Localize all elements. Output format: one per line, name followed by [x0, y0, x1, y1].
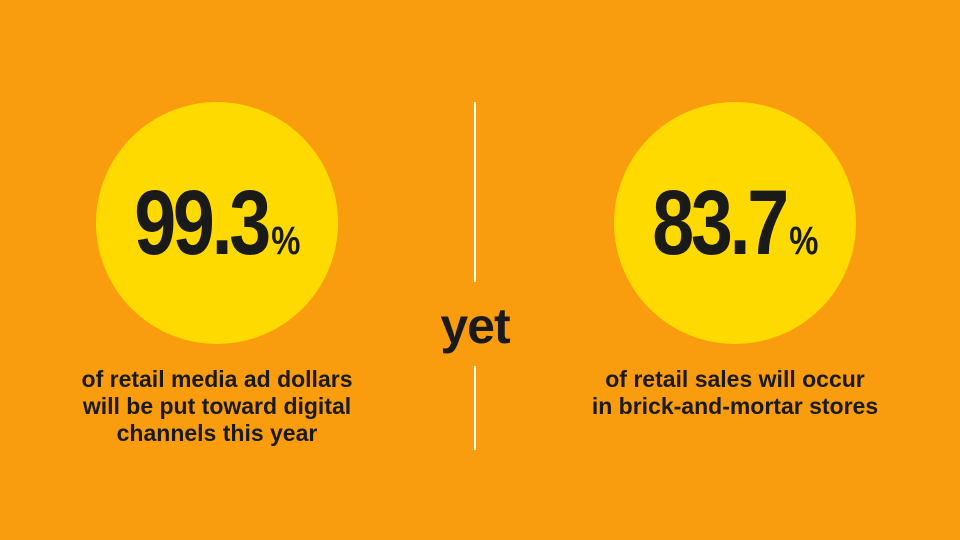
right-caption-line: of retail sales will occur [605, 366, 865, 392]
left-caption-line: will be put toward digital [82, 393, 352, 419]
right-stat-percent: % [788, 219, 819, 263]
divider-top [474, 102, 476, 282]
left-stat-circle: 99.3 % [96, 102, 338, 344]
right-stat-number: 83.7 [651, 172, 789, 274]
divider-bottom [474, 366, 476, 450]
left-stat-percent: % [270, 219, 301, 263]
left-caption-line: channels this year [116, 420, 318, 446]
connector-word: yet [440, 298, 510, 354]
right-stat-value: 83.7 % [652, 177, 818, 269]
right-stat-circle: 83.7 % [614, 102, 856, 344]
left-caption-line: of retail media ad dollars [81, 366, 353, 392]
right-caption-line: in brick-and-mortar stores [591, 393, 879, 419]
left-stat-caption: of retail media ad dollars will be put t… [17, 366, 417, 447]
left-stat-number: 99.3 [133, 172, 271, 274]
right-stat-caption: of retail sales will occur in brick-and-… [535, 366, 935, 420]
left-stat-value: 99.3 % [134, 177, 300, 269]
